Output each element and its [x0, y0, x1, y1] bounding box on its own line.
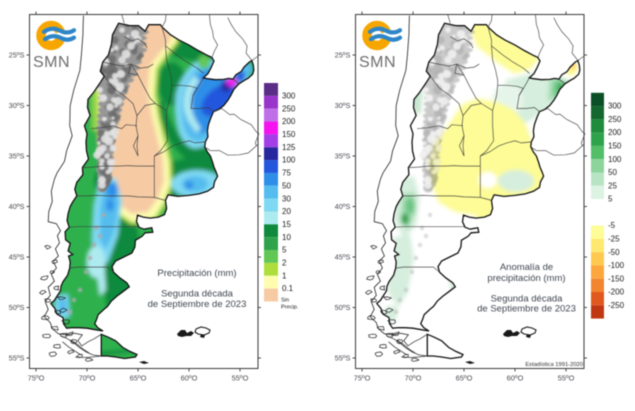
svg-text:Segunda década: Segunda década: [161, 288, 234, 299]
svg-text:Segunda década: Segunda década: [491, 294, 564, 305]
svg-text:150: 150: [608, 142, 622, 151]
svg-text:30ºS: 30ºS: [9, 101, 25, 110]
svg-text:300: 300: [282, 91, 296, 100]
svg-text:Precip.: Precip.: [281, 305, 299, 311]
svg-text:-100: -100: [608, 261, 625, 270]
svg-text:55ºS: 55ºS: [335, 354, 351, 363]
svg-text:35ºS: 35ºS: [9, 152, 25, 161]
svg-text:5: 5: [282, 246, 287, 255]
svg-text:45ºS: 45ºS: [335, 253, 351, 262]
svg-text:25: 25: [608, 181, 617, 190]
svg-text:de Septiembre de 2023: de Septiembre de 2023: [148, 299, 247, 310]
svg-text:1: 1: [282, 271, 287, 280]
svg-text:50: 50: [608, 168, 617, 177]
svg-text:35ºS: 35ºS: [335, 152, 351, 161]
svg-text:-50: -50: [608, 248, 620, 257]
svg-text:50: 50: [282, 181, 291, 190]
svg-text:Estadística 1991-2020: Estadística 1991-2020: [525, 362, 583, 368]
svg-text:40ºS: 40ºS: [335, 202, 351, 211]
svg-text:40ºS: 40ºS: [9, 202, 25, 211]
svg-text:30: 30: [282, 194, 291, 203]
svg-text:200: 200: [282, 117, 296, 126]
svg-text:0.1: 0.1: [282, 284, 294, 293]
svg-text:-250: -250: [608, 301, 625, 310]
svg-text:2: 2: [282, 259, 287, 268]
svg-text:10: 10: [282, 233, 291, 242]
svg-text:-25: -25: [608, 234, 620, 243]
svg-text:Sin: Sin: [281, 298, 289, 304]
svg-text:45ºS: 45ºS: [9, 253, 25, 262]
svg-text:150: 150: [282, 130, 296, 139]
svg-text:75: 75: [282, 169, 291, 178]
svg-text:250: 250: [282, 104, 296, 113]
svg-text:60ºO: 60ºO: [507, 374, 524, 383]
svg-text:100: 100: [282, 156, 296, 165]
svg-text:-5: -5: [608, 221, 616, 230]
svg-text:-200: -200: [608, 288, 625, 297]
svg-text:70ºO: 70ºO: [79, 374, 96, 383]
svg-text:125: 125: [282, 143, 296, 152]
svg-text:50ºS: 50ºS: [335, 303, 351, 312]
svg-text:25ºS: 25ºS: [335, 51, 351, 60]
svg-text:50ºS: 50ºS: [9, 303, 25, 312]
svg-text:25ºS: 25ºS: [9, 51, 25, 60]
svg-text:20: 20: [282, 207, 291, 216]
svg-text:5: 5: [608, 195, 613, 204]
svg-text:55ºS: 55ºS: [9, 354, 25, 363]
svg-text:75ºO: 75ºO: [354, 374, 371, 383]
svg-text:15: 15: [282, 220, 291, 229]
svg-text:65ºO: 65ºO: [456, 374, 473, 383]
svg-text:55ºO: 55ºO: [232, 374, 249, 383]
svg-text:55ºO: 55ºO: [558, 374, 575, 383]
svg-text:300: 300: [608, 102, 622, 111]
svg-text:30ºS: 30ºS: [335, 101, 351, 110]
svg-text:75ºO: 75ºO: [28, 374, 45, 383]
svg-text:Precipitación (mm): Precipitación (mm): [157, 268, 236, 279]
svg-text:100: 100: [608, 155, 622, 164]
svg-text:250: 250: [608, 115, 622, 124]
svg-text:de Septiembre de 2023: de Septiembre de 2023: [477, 304, 576, 315]
svg-text:70ºO: 70ºO: [405, 374, 422, 383]
svg-text:65ºO: 65ºO: [130, 374, 147, 383]
svg-text:200: 200: [608, 128, 622, 137]
svg-text:-150: -150: [608, 274, 625, 283]
svg-text:60ºO: 60ºO: [181, 374, 198, 383]
svg-text:Anomalía de: Anomalía de: [500, 262, 553, 273]
svg-text:precipitación (mm): precipitación (mm): [487, 273, 565, 284]
